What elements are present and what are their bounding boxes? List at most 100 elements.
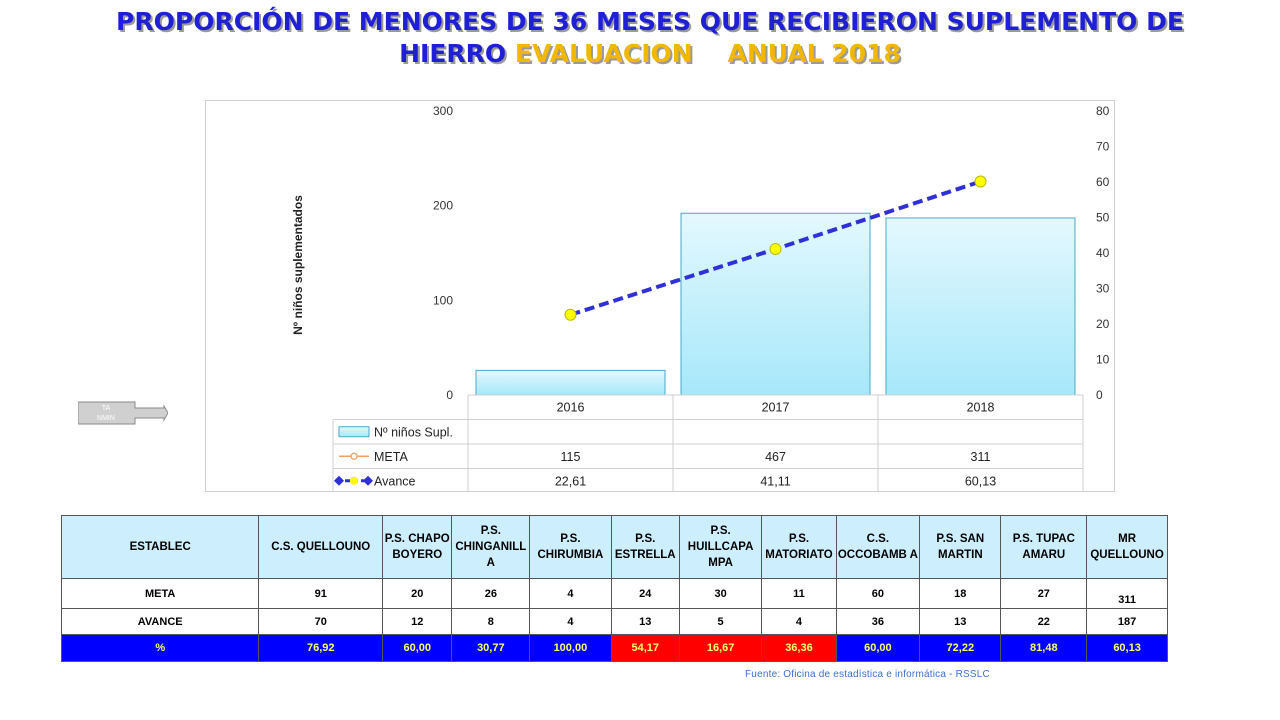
row-label: META [60, 578, 260, 609]
legend-key-avance-diamond [334, 475, 344, 486]
table-cell: 60,13 [1086, 634, 1168, 662]
table-header-cell: ESTABLEC [60, 515, 260, 579]
table-header-cell: P.S. CHINGANILL A [451, 515, 531, 579]
table-header-cell: C.S. OCCOBAMB A [835, 515, 921, 579]
table-cell: 13 [610, 608, 680, 635]
table-cell: 5 [678, 608, 763, 635]
bar-2018 [885, 217, 1076, 396]
combo-chart: 0 100 200 300 0 10 20 30 40 50 60 70 80 Nº niños supl… [291, 104, 1159, 494]
table-cell: 20 [382, 578, 453, 609]
table-cell: 100,00 [529, 634, 612, 662]
y-tick-label: 200 [433, 199, 453, 213]
table-header-cell: P.S. CHIRUMBIA [529, 515, 612, 579]
table-cell: 4 [529, 578, 612, 609]
table-header-cell: P.S. MATORIATO [761, 515, 837, 579]
table-cell: 187 [1086, 608, 1168, 635]
data-table-value: 41,11 [760, 474, 790, 488]
data-table-value: 22,61 [555, 474, 586, 488]
data-table-value: 311 [971, 450, 991, 464]
table-cell: 27 [1000, 578, 1088, 609]
table-cell: 11 [761, 578, 837, 609]
legend-key-avance-marker [350, 476, 358, 485]
category-label: 2017 [762, 401, 790, 415]
y2-tick-label: 20 [1096, 317, 1110, 331]
table-cell: 36 [835, 608, 921, 635]
table-cell: 311 [1086, 578, 1168, 609]
y-axis-title: Nº niños suplementados [291, 195, 305, 335]
title-line2: HIERRO EVALUACION ANUAL 2018 [40, 38, 1260, 70]
table-cell: 13 [919, 608, 1002, 635]
table-cell: 30 [678, 578, 763, 609]
table-header-cell: P.S. HUILLCAPA MPA [678, 515, 763, 579]
row-label: AVANCE [60, 608, 260, 635]
y2-tick-label: 60 [1096, 175, 1110, 189]
table-cell: 70 [258, 608, 384, 635]
source-note: Fuente: Oficina de estadística e informá… [745, 669, 990, 680]
series-label: Nº niños Supl. [374, 425, 453, 439]
table-cell: 4 [761, 608, 837, 635]
table-row: META 91 20 26 4 24 30 11 60 18 27 311 [60, 578, 1168, 609]
table-cell: 76,92 [258, 634, 384, 662]
y2-tick-label: 50 [1096, 211, 1110, 225]
table-cell: 72,22 [919, 634, 1002, 662]
avance-point-2016 [564, 308, 577, 321]
y2-tick-label: 10 [1096, 353, 1110, 367]
table-header-cell: P.S. TUPAC AMARU [1000, 515, 1088, 579]
bar-2017 [680, 212, 871, 396]
table-cell: 22 [1000, 608, 1088, 635]
chart-container: 0 100 200 300 0 10 20 30 40 50 60 70 80 Nº niños supl… [205, 100, 1159, 494]
table-header-cell: P.S. SAN MARTIN [919, 515, 1002, 579]
table-cell: 54,17 [610, 634, 680, 662]
title-line2-a: HIERRO [399, 39, 507, 68]
row-label: % [60, 634, 260, 662]
category-label: 2016 [557, 401, 585, 415]
table-cell: 26 [451, 578, 531, 609]
y-tick-label: 100 [433, 293, 453, 307]
table-row: AVANCE 70 12 8 4 13 5 4 36 13 22 187 [60, 608, 1168, 635]
table-cell: 12 [382, 608, 453, 635]
y2-tick-label: 0 [1096, 388, 1103, 402]
y2-tick-label: 30 [1096, 282, 1110, 296]
ta-label: TA [102, 405, 111, 412]
data-table-value: 467 [765, 450, 786, 464]
table-cell: 16,67 [678, 634, 763, 662]
table-header-cell: P.S. ESTRELLA [610, 515, 680, 579]
table-cell: 60 [835, 578, 921, 609]
ta-nmin-button[interactable]: TA NMIN [77, 400, 169, 433]
nmin-label: NMIN [97, 415, 115, 422]
y-tick-label: 300 [433, 104, 453, 118]
table-cell: 60,00 [835, 634, 921, 662]
table-row: % 76,92 60,00 30,77 100,00 54,17 16,67 36,36 60,… [60, 634, 1168, 662]
series-label: Avance [374, 474, 416, 488]
y2-tick-label: 80 [1096, 104, 1110, 118]
page-title: PROPORCIÓN DE MENORES DE 36 MESES QUE RE… [40, 6, 1260, 70]
establishment-table: ESTABLEC C.S. QUELLOUNO P.S. CHAPO BOYERO P… [60, 515, 1168, 662]
data-table-value: 115 [561, 450, 581, 464]
data-table-value: 60,13 [965, 474, 996, 488]
y2-tick-label: 40 [1096, 246, 1110, 260]
table-cell: 91 [258, 578, 384, 609]
legend-key-avance-diamond [363, 475, 373, 486]
series-label: META [374, 450, 408, 464]
y2-tick-label: 70 [1096, 140, 1110, 154]
table-cell: 24 [610, 578, 680, 609]
table-cell: 81,48 [1000, 634, 1088, 662]
bar-2016 [475, 369, 666, 396]
avance-point-2018 [974, 175, 987, 188]
table-cell: 60,00 [382, 634, 453, 662]
legend-key-bar [338, 426, 370, 438]
y-tick-label: 0 [446, 388, 453, 402]
table-header-cell: MR QUELLOUNO [1086, 515, 1168, 579]
table-cell: 36,36 [761, 634, 837, 662]
title-line2-b: EVALUACION ANUAL 2018 [514, 39, 901, 68]
category-label: 2018 [967, 401, 995, 415]
title-line1: PROPORCIÓN DE MENORES DE 36 MESES QUE RE… [116, 7, 1184, 36]
table-cell: 30,77 [451, 634, 531, 662]
legend-key-meta-marker [350, 452, 358, 460]
avance-point-2017 [769, 243, 782, 256]
table-cell: 4 [529, 608, 612, 635]
table-cell: 8 [451, 608, 531, 635]
table-cell: 18 [919, 578, 1002, 609]
table-header-cell: P.S. CHAPO BOYERO [382, 515, 453, 579]
table-header-cell: C.S. QUELLOUNO [258, 515, 384, 579]
